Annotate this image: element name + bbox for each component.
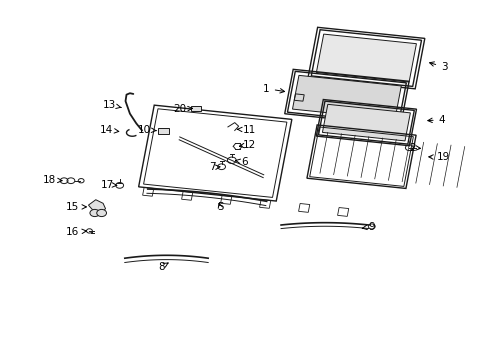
Text: 19: 19 xyxy=(428,152,449,162)
Text: 13: 13 xyxy=(102,100,121,110)
Text: 16: 16 xyxy=(66,227,86,237)
Polygon shape xyxy=(292,75,401,120)
Circle shape xyxy=(97,210,106,217)
Text: 17: 17 xyxy=(100,180,117,190)
Text: 20: 20 xyxy=(173,104,192,114)
Text: 11: 11 xyxy=(237,125,256,135)
Text: 15: 15 xyxy=(66,202,86,212)
Text: 4: 4 xyxy=(427,115,445,125)
Text: 9: 9 xyxy=(362,222,374,231)
Text: 1: 1 xyxy=(263,84,284,94)
Text: 14: 14 xyxy=(99,125,119,135)
Text: 12: 12 xyxy=(239,140,256,150)
Text: 18: 18 xyxy=(43,175,62,185)
Circle shape xyxy=(90,210,100,217)
Text: 3: 3 xyxy=(429,62,447,72)
Polygon shape xyxy=(88,200,105,212)
Text: 2: 2 xyxy=(408,143,420,153)
Text: 8: 8 xyxy=(158,262,168,272)
Text: 5: 5 xyxy=(216,202,223,212)
Polygon shape xyxy=(316,34,416,82)
Polygon shape xyxy=(322,104,409,141)
Text: 10: 10 xyxy=(138,125,156,135)
FancyBboxPatch shape xyxy=(158,128,168,134)
Text: 6: 6 xyxy=(235,157,247,167)
Text: 7: 7 xyxy=(209,162,220,172)
FancyBboxPatch shape xyxy=(191,106,201,111)
